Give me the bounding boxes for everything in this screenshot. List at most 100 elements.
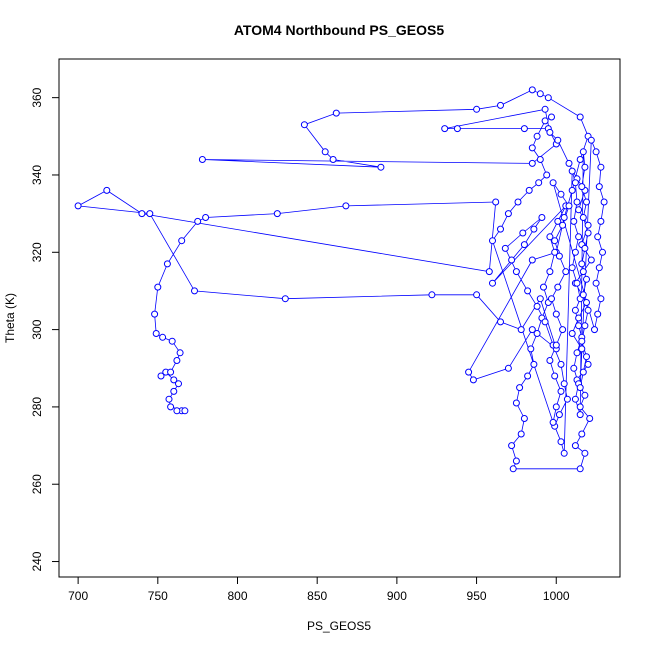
data-point <box>557 387 565 395</box>
data-point <box>492 198 500 206</box>
data-point <box>512 457 520 465</box>
data-point <box>581 391 589 399</box>
data-point <box>575 206 583 214</box>
data-point <box>167 368 175 376</box>
data-point <box>514 198 522 206</box>
data-point <box>591 326 598 334</box>
data-point <box>541 318 549 326</box>
data-point <box>473 291 481 299</box>
data-point <box>528 86 536 94</box>
data-point <box>576 411 584 419</box>
data-point <box>103 186 111 194</box>
data-point <box>504 364 512 372</box>
data-point <box>528 144 536 152</box>
data-point <box>571 395 579 403</box>
data-point <box>579 368 587 376</box>
data-point <box>512 268 520 276</box>
data-point <box>524 287 532 295</box>
data-point <box>554 136 562 144</box>
data-point <box>581 449 589 457</box>
data-point <box>504 210 512 218</box>
data-point <box>157 372 165 380</box>
data-point <box>563 395 571 403</box>
data-point <box>597 295 605 303</box>
data-point <box>170 387 178 395</box>
data-point <box>587 256 595 264</box>
data-point <box>154 283 162 291</box>
chart-title: ATOM4 Northbound PS_GEOS5 <box>234 22 444 38</box>
data-point <box>549 418 557 426</box>
data-point <box>497 225 504 233</box>
data-point <box>202 214 210 221</box>
data-point <box>533 330 541 337</box>
data-point <box>543 171 551 179</box>
series-points <box>74 86 608 473</box>
data-point <box>377 163 385 171</box>
data-point <box>321 148 329 156</box>
data-point <box>568 186 576 194</box>
data-point <box>568 330 576 337</box>
x-axis-title: PS_GEOS5 <box>307 619 371 633</box>
data-point <box>581 163 589 171</box>
data-point <box>517 430 525 438</box>
data-point <box>508 442 516 450</box>
data-point <box>568 167 576 175</box>
data-point <box>579 148 587 156</box>
y-tick-label: 300 <box>30 319 44 339</box>
data-point <box>516 384 524 392</box>
y-tick-label: 260 <box>30 474 44 494</box>
data-point <box>578 345 586 353</box>
data-point <box>560 449 568 457</box>
data-point <box>517 326 525 334</box>
data-point <box>332 109 340 117</box>
data-point <box>163 260 171 268</box>
data-point <box>469 376 477 384</box>
y-axis-title: Theta (K) <box>3 293 17 343</box>
data-point <box>536 295 544 303</box>
data-point <box>583 353 590 361</box>
data-point <box>530 225 538 233</box>
y-tick-label: 280 <box>30 397 44 417</box>
data-point <box>524 372 532 380</box>
data-point <box>573 198 581 206</box>
data-point <box>599 248 606 256</box>
data-point <box>575 233 583 241</box>
data-point <box>565 202 573 210</box>
data-point <box>508 256 516 264</box>
y-tick-label: 360 <box>30 87 44 107</box>
data-point <box>576 403 584 411</box>
plot-frame <box>58 58 621 578</box>
data-point <box>551 372 559 380</box>
data-point <box>557 190 565 198</box>
data-point <box>181 407 189 415</box>
x-tick-label: 800 <box>227 589 247 603</box>
data-point <box>546 128 554 136</box>
data-point <box>530 360 538 368</box>
data-point <box>597 217 605 225</box>
data-point <box>151 310 159 318</box>
series-line <box>76 89 605 470</box>
data-point <box>584 229 592 237</box>
data-point <box>159 333 167 341</box>
data-point <box>548 113 555 121</box>
data-point <box>509 465 517 473</box>
data-point <box>555 411 563 419</box>
data-point <box>544 94 552 102</box>
data-point <box>584 221 592 229</box>
data-point <box>536 156 544 163</box>
data-point <box>559 326 567 334</box>
data-point <box>489 279 496 287</box>
data-point <box>551 237 559 245</box>
data-point <box>541 105 549 113</box>
data-point <box>581 244 589 252</box>
data-point <box>560 214 568 221</box>
data-point <box>576 113 584 121</box>
data-point <box>579 214 587 221</box>
data-point <box>152 330 160 337</box>
data-point <box>560 380 568 388</box>
data-point <box>520 415 528 422</box>
data-point <box>497 318 504 326</box>
data-point <box>592 279 600 287</box>
data-point <box>578 337 586 345</box>
